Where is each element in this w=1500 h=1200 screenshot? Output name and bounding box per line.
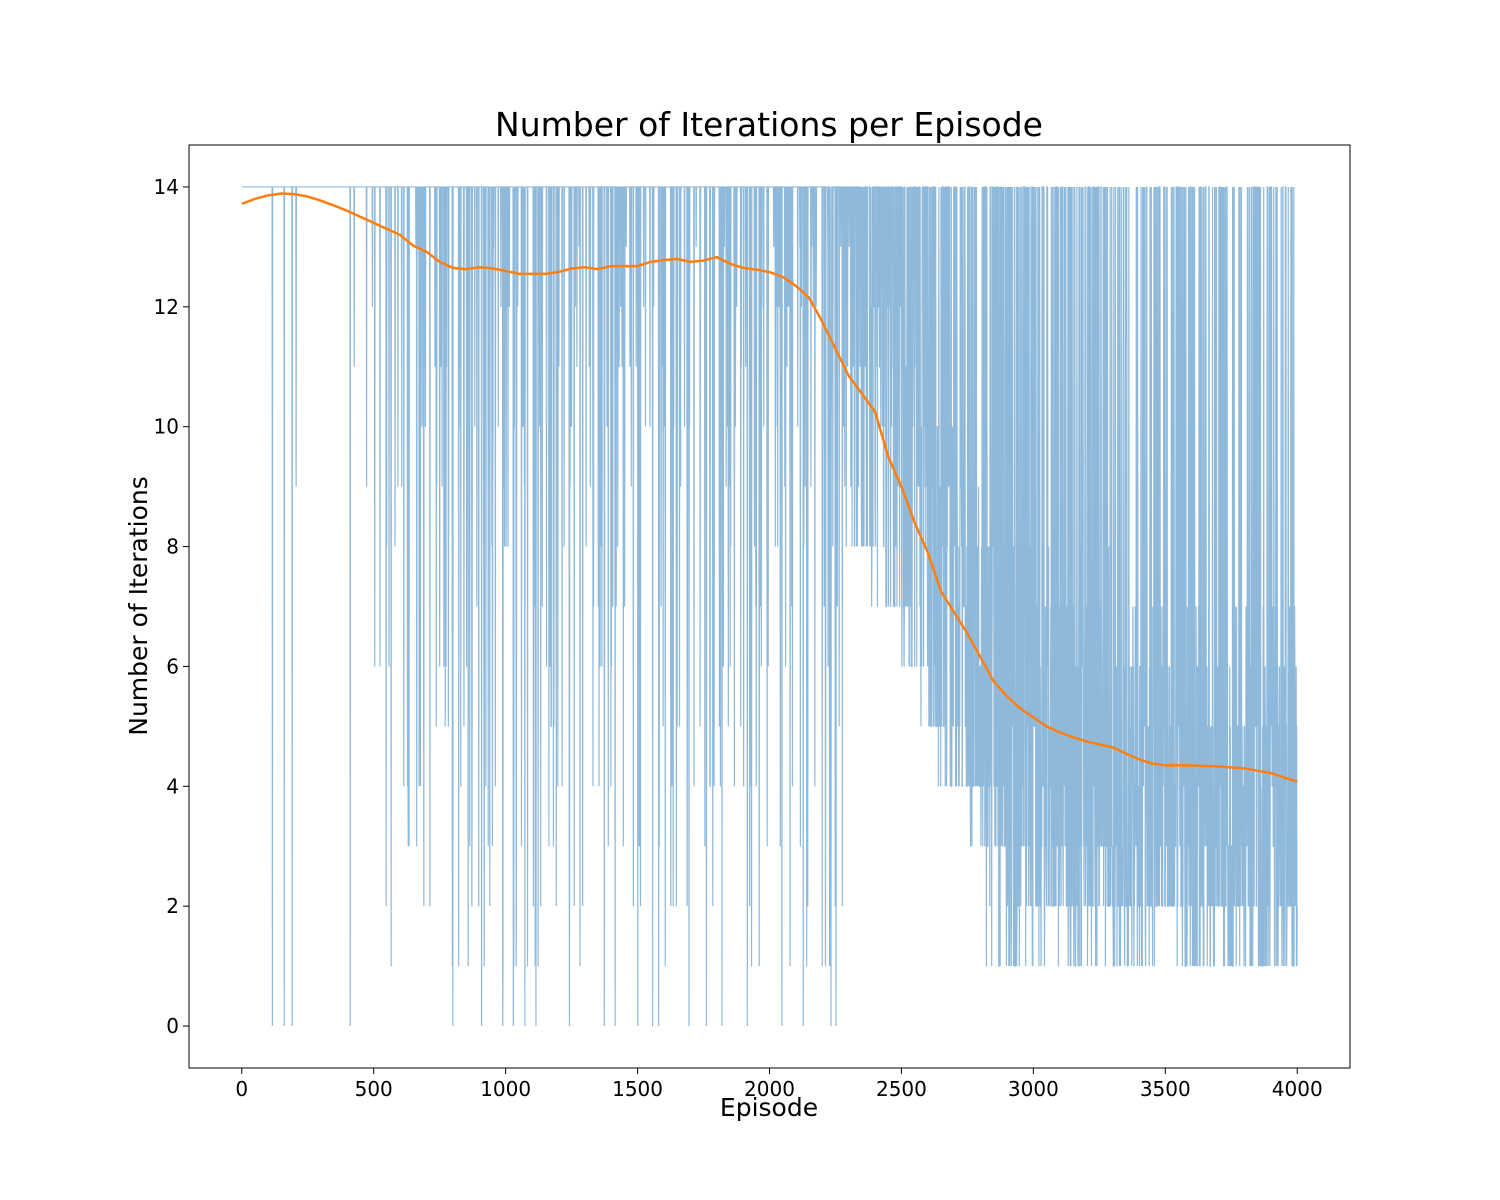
raw-iterations-line: [241, 186, 1298, 1027]
chart-title: Number of Iterations per Episode: [495, 105, 1043, 144]
y-tick-label: 6: [166, 654, 179, 678]
smoothed-iterations-line: [241, 192, 1298, 783]
x-tick-label: 0: [235, 1077, 248, 1101]
x-tick-label: 4000: [1272, 1077, 1323, 1101]
y-tick-label: 10: [154, 415, 179, 439]
x-tick-label: 1000: [480, 1077, 531, 1101]
y-tick-label: 14: [154, 175, 179, 199]
x-axis: 0 500 1000 1500 2000 2500 3000 3500 4000: [235, 1068, 1323, 1101]
x-tick-label: 2500: [876, 1077, 927, 1101]
x-tick-label: 1500: [612, 1077, 663, 1101]
x-tick-label: 3500: [1140, 1077, 1191, 1101]
y-tick-label: 12: [154, 295, 179, 319]
y-tick-label: 2: [166, 894, 179, 918]
x-tick-label: 2000: [744, 1077, 795, 1101]
x-tick-label: 3000: [1008, 1077, 1059, 1101]
x-axis-label: Episode: [720, 1093, 818, 1122]
y-axis: 0 2 4 6 8 10 12 14: [154, 175, 189, 1038]
y-axis-label: Number of Iterations: [124, 476, 153, 736]
y-tick-label: 8: [166, 535, 179, 559]
y-tick-label: 4: [166, 774, 179, 798]
plot-area: [241, 186, 1298, 1027]
x-tick-label: 500: [355, 1077, 393, 1101]
y-tick-label: 0: [166, 1014, 179, 1038]
